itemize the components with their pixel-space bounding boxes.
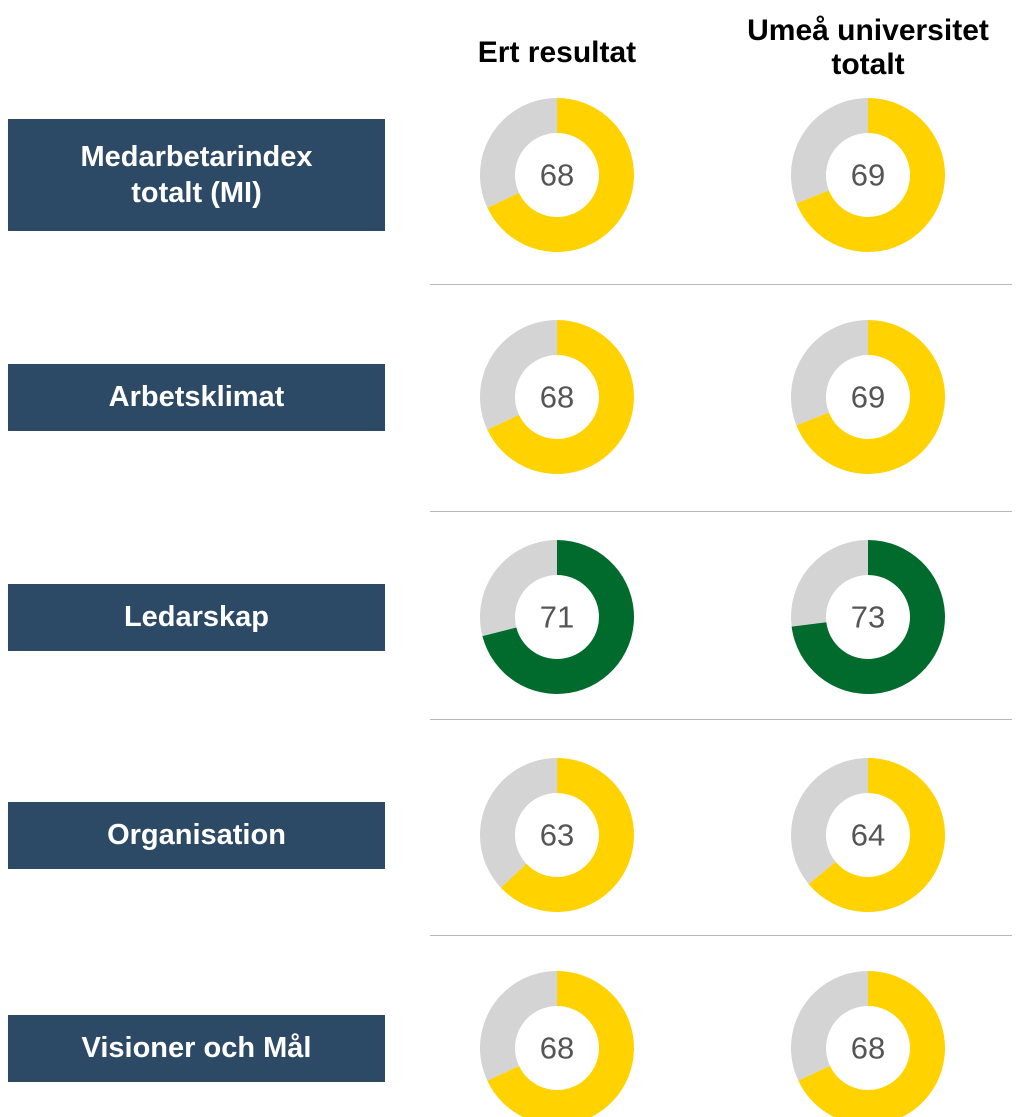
row-label: Ledarskap: [8, 583, 385, 651]
separator: [430, 511, 1012, 512]
donut-track: [479, 98, 557, 208]
donut-arc: [798, 971, 945, 1117]
donut-value: 73: [851, 600, 885, 635]
donut-value: 68: [540, 380, 574, 415]
separator: [430, 719, 1012, 720]
separator: [430, 284, 1012, 285]
row-label: Arbetsklimat: [8, 363, 385, 431]
donut-value: 69: [851, 380, 885, 415]
donut-track: [479, 971, 557, 1081]
donut-arc: [500, 758, 634, 913]
donut-value: 68: [540, 158, 574, 193]
donut-value: 64: [851, 818, 885, 853]
donut-value: 68: [540, 1031, 574, 1066]
column-header: Umeå universitet totalt: [747, 14, 989, 81]
donut-arc: [487, 971, 634, 1117]
donut-track: [791, 98, 868, 204]
donut-track: [791, 320, 868, 426]
donut-arc: [487, 98, 634, 253]
donut-arc: [791, 540, 945, 694]
row-label: Medarbetarindex totalt (MI): [8, 119, 385, 231]
row-label: Organisation: [8, 801, 385, 869]
donut-track: [791, 971, 868, 1081]
donut-arc: [796, 320, 945, 474]
donut-value: 68: [851, 1031, 885, 1066]
donut-value: 71: [540, 600, 574, 635]
donut-track: [791, 758, 868, 885]
donut-track: [480, 758, 557, 888]
donut-arc: [808, 758, 945, 912]
donut-arc: [482, 540, 634, 694]
donut-track: [791, 540, 868, 627]
donut-value: 69: [851, 158, 885, 193]
donut-arc: [487, 320, 634, 474]
separator: [430, 935, 1012, 936]
row-label: Visioner och Mål: [8, 1014, 385, 1082]
donut-value: 63: [540, 818, 574, 853]
donut-track: [480, 540, 557, 637]
donut-arc: [796, 98, 945, 252]
column-header: Ert resultat: [477, 36, 637, 69]
donut-track: [479, 320, 557, 430]
